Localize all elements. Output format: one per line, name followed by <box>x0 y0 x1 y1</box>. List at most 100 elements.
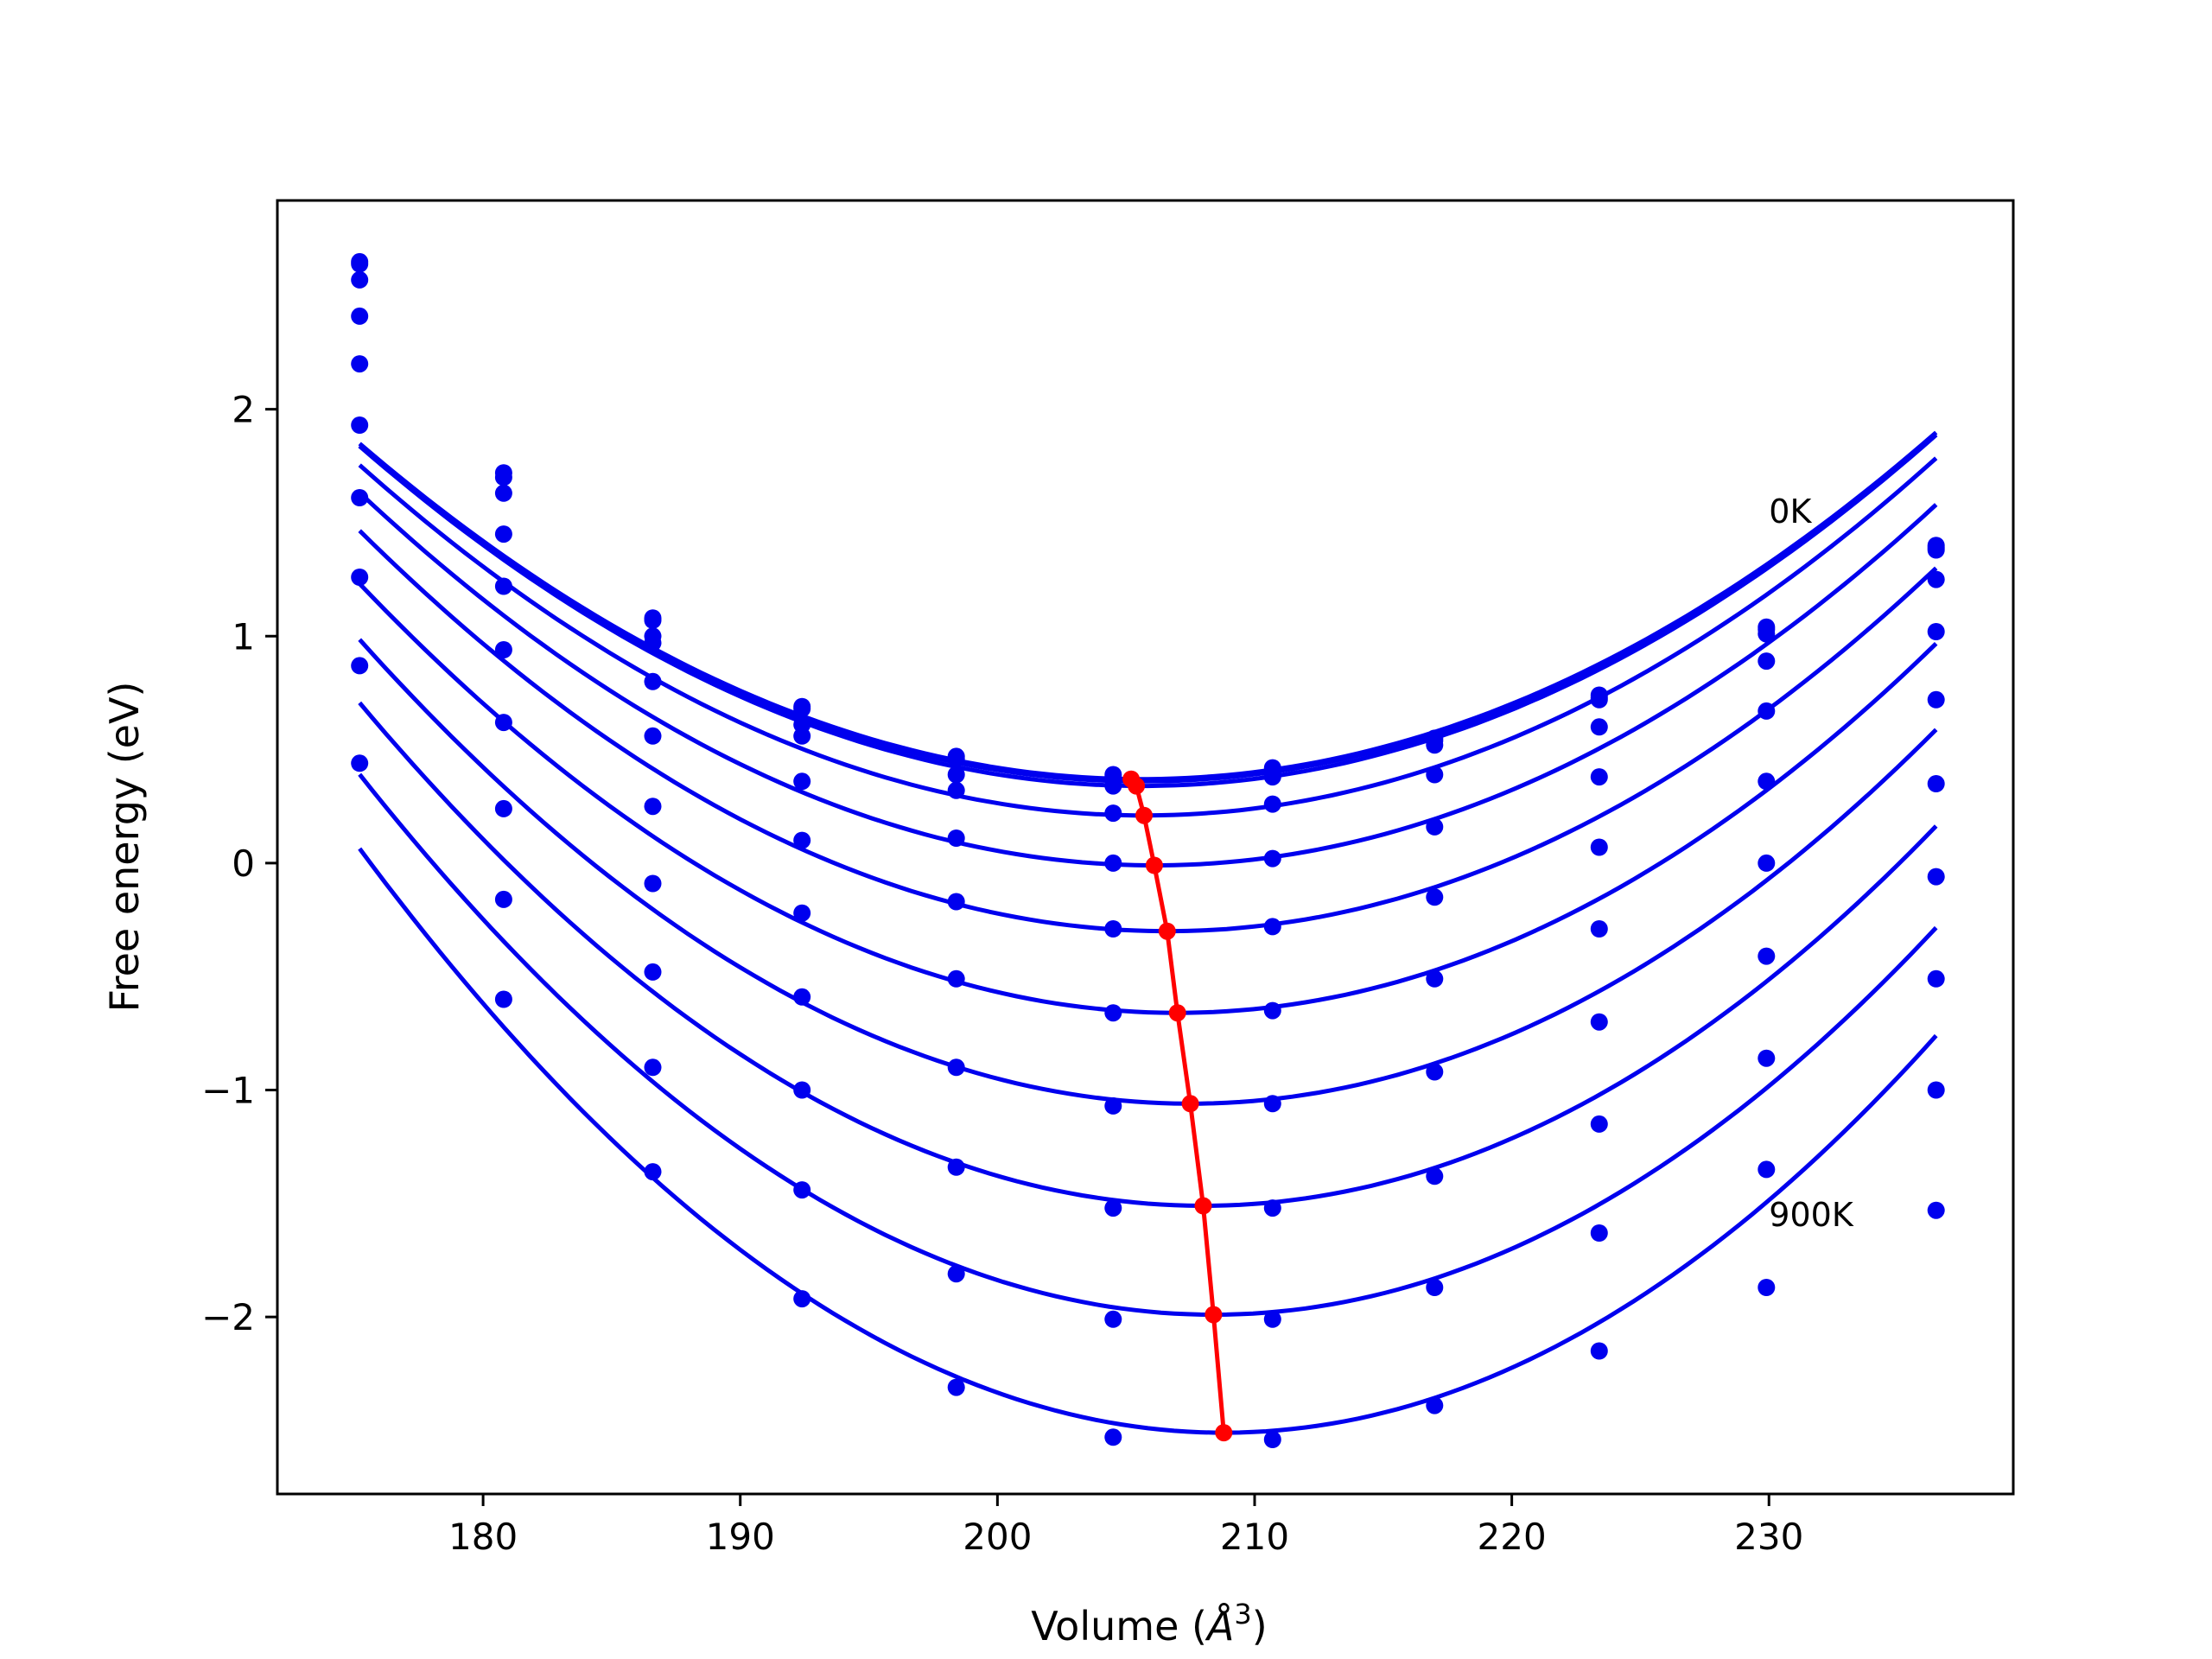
y-tick-label-0: −2 <box>201 1296 255 1338</box>
data-point-s8-1 <box>494 890 512 908</box>
data-point-s9-9 <box>1758 1160 1776 1179</box>
x-axis-label: Volume (Å3) <box>1031 1598 1267 1649</box>
data-point-s3-4 <box>947 781 965 799</box>
y-tick-label-4: 2 <box>232 389 255 431</box>
data-point-s7-4 <box>947 1058 965 1077</box>
y-tick-label-1: −1 <box>201 1070 255 1112</box>
data-point-s2-7 <box>1426 736 1444 754</box>
data-point-s2-0 <box>351 270 369 289</box>
minimum-point-1 <box>1128 777 1146 795</box>
data-point-s4-4 <box>947 830 965 847</box>
fit-curve-6 <box>358 582 1938 1015</box>
data-point-s4-0 <box>351 355 369 373</box>
data-point-s5-1 <box>494 641 512 658</box>
data-point-s4-3 <box>793 772 811 791</box>
data-point-s6-6 <box>1263 1001 1281 1020</box>
data-point-s7-10 <box>1927 868 1945 886</box>
data-point-s4-1 <box>494 577 512 595</box>
data-point-s8-2 <box>644 963 662 981</box>
data-point-s5-10 <box>1927 690 1945 709</box>
data-point-s9-7 <box>1426 1279 1444 1296</box>
fit-curve-1 <box>358 433 1938 784</box>
data-point-s7-8 <box>1590 1013 1608 1031</box>
data-point-s5-4 <box>947 893 965 911</box>
data-point-s8-4 <box>947 1158 965 1176</box>
data-point-s4-2 <box>644 672 662 690</box>
data-point-s6-3 <box>793 904 811 922</box>
x-tick-label-2: 200 <box>963 1516 1032 1558</box>
data-point-s2-9 <box>1758 625 1776 643</box>
data-point-s9-4 <box>947 1265 965 1283</box>
y-tick-label-2: 0 <box>232 842 255 885</box>
data-point-s8-3 <box>793 1081 811 1099</box>
data-point-s4-9 <box>1758 702 1776 720</box>
annotation-0: 0K <box>1769 493 1812 531</box>
data-point-s6-5 <box>1104 1004 1122 1022</box>
y-tick-label-3: 1 <box>232 615 255 658</box>
x-axis-unit-symbol: Å <box>1205 1603 1234 1649</box>
data-point-s2-5 <box>1104 777 1122 795</box>
data-point-s6-10 <box>1927 775 1945 792</box>
minimum-point-2 <box>1135 806 1153 824</box>
data-point-s4-8 <box>1590 768 1608 786</box>
data-point-s2-6 <box>1263 768 1281 786</box>
data-point-s3-1 <box>494 525 512 543</box>
data-point-s7-2 <box>644 874 662 893</box>
data-point-s8-0 <box>351 657 369 675</box>
data-point-s7-6 <box>1263 1095 1281 1113</box>
minimum-point-3 <box>1145 856 1163 874</box>
fit-curve-10 <box>358 847 1938 1435</box>
data-point-s7-3 <box>793 988 811 1006</box>
data-point-s5-9 <box>1758 772 1776 791</box>
data-point-s6-7 <box>1426 969 1444 988</box>
x-tick-label-1: 190 <box>706 1516 775 1558</box>
data-point-s5-7 <box>1426 888 1444 906</box>
y-axis-ticks: −2 −1 0 1 2 <box>201 389 277 1338</box>
data-point-s1-0 <box>351 255 369 273</box>
data-point-s3-0 <box>351 307 369 325</box>
data-point-s4-10 <box>1927 623 1945 640</box>
data-point-s10-10 <box>1927 1201 1945 1219</box>
minimum-point-7 <box>1194 1197 1212 1215</box>
fit-curve-8 <box>358 701 1938 1209</box>
minimum-point-6 <box>1181 1095 1199 1113</box>
data-point-s5-6 <box>1263 918 1281 936</box>
data-point-s3-3 <box>793 727 811 745</box>
data-point-s9-10 <box>1927 1081 1945 1099</box>
minimum-point-5 <box>1168 1004 1186 1022</box>
data-point-s8-5 <box>1104 1199 1122 1217</box>
data-point-s2-8 <box>1590 690 1608 709</box>
data-point-s3-7 <box>1426 766 1444 784</box>
plot-frame <box>276 199 2015 1496</box>
data-point-s9-5 <box>1104 1310 1122 1328</box>
data-point-s8-10 <box>1927 969 1945 988</box>
data-point-s9-2 <box>644 1058 662 1077</box>
data-point-s10-5 <box>1104 1428 1122 1446</box>
minimum-line <box>1129 778 1226 1433</box>
fit-curve-9 <box>358 772 1938 1318</box>
data-point-s7-7 <box>1426 1063 1444 1081</box>
data-point-s6-8 <box>1590 920 1608 938</box>
x-tick-label-4: 220 <box>1478 1516 1547 1558</box>
x-tick-label-3: 210 <box>1220 1516 1289 1558</box>
data-point-s9-0 <box>351 754 369 772</box>
fit-curve-5 <box>358 529 1938 934</box>
data-point-s8-7 <box>1426 1167 1444 1185</box>
data-point-s1-1 <box>494 468 512 486</box>
x-axis-unit-exponent: 3 <box>1234 1598 1251 1630</box>
data-point-s9-8 <box>1590 1224 1608 1242</box>
minimum-point-8 <box>1205 1306 1223 1324</box>
data-point-s7-5 <box>1104 1096 1122 1115</box>
fit-curve-2 <box>358 433 1938 789</box>
data-point-s3-6 <box>1263 795 1281 813</box>
data-point-s6-0 <box>351 489 369 506</box>
data-point-s3-8 <box>1590 718 1608 736</box>
data-point-s10-4 <box>947 1378 965 1396</box>
data-point-s8-6 <box>1263 1199 1281 1217</box>
data-point-s8-9 <box>1758 1049 1776 1067</box>
data-point-s1-3 <box>793 700 811 718</box>
data-point-s8-8 <box>1590 1115 1608 1133</box>
data-point-s9-3 <box>793 1181 811 1199</box>
data-point-s7-9 <box>1758 947 1776 965</box>
